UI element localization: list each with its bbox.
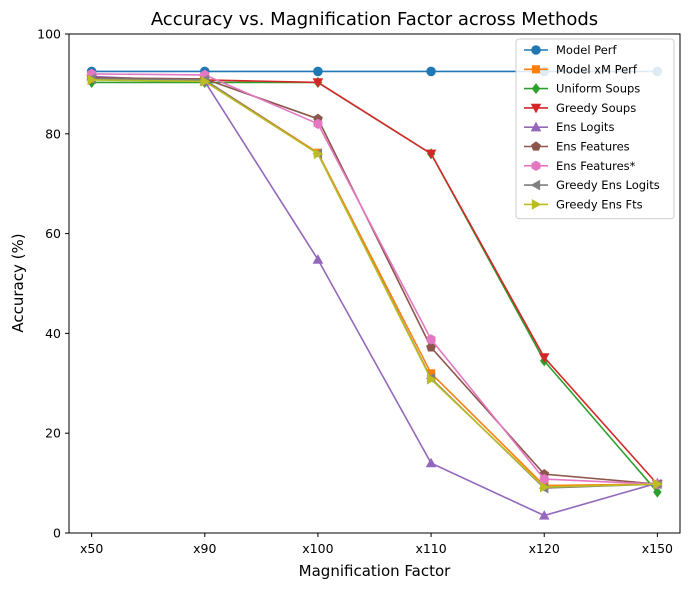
legend-box	[515, 38, 675, 220]
y-tick-label: 100	[37, 27, 61, 42]
y-tick-label: 80	[45, 126, 61, 141]
data-point	[426, 334, 436, 345]
series-line	[91, 79, 658, 488]
legend-marker	[530, 103, 542, 114]
legend-marker	[531, 45, 541, 55]
legend-label: Uniform Soups	[556, 82, 640, 96]
data-point	[426, 369, 436, 378]
legend-item-greedy-soups: Greedy Soups	[524, 101, 636, 115]
data-point	[425, 457, 437, 468]
legend-item-ens-features: Ens Features	[524, 140, 630, 154]
legend-label: Ens Features*	[556, 159, 636, 173]
data-point	[313, 66, 323, 77]
legend-label: Model xM Perf	[556, 62, 638, 76]
y-axis: 0 20 40 60 80 100	[37, 27, 69, 541]
legend-marker	[531, 83, 541, 95]
legend-label: Model Perf	[556, 43, 618, 57]
chart-title: Accuracy vs. Magnification Factor across…	[151, 9, 598, 30]
legend-marker	[531, 199, 542, 210]
legend-item-model-perf: Model Perf	[524, 43, 618, 57]
data-point	[426, 373, 437, 385]
x-axis-title: Magnification Factor	[299, 562, 451, 580]
data-point	[200, 76, 211, 87]
legend-marker	[530, 121, 542, 132]
data-point	[538, 353, 550, 363]
legend-marker	[531, 65, 541, 74]
x-tick-label: x150	[642, 541, 673, 556]
legend-label: Greedy Ens Fts	[556, 197, 643, 211]
series-greedy-ens-fts	[87, 74, 663, 493]
x-tick-label: x50	[80, 541, 103, 556]
legend-label: Ens Logits	[556, 120, 614, 134]
y-tick-label: 20	[45, 426, 61, 441]
legend-marker	[531, 141, 541, 151]
data-point	[312, 78, 324, 88]
data-point	[540, 481, 550, 493]
legend: Model Perf Model xM Perf Uniform Soups Gree…	[515, 38, 675, 220]
plot-area	[68, 33, 681, 534]
y-tick-label: 40	[45, 326, 61, 341]
plot-frame	[68, 33, 681, 534]
legend-marker	[531, 160, 541, 171]
legend-item-model-xm-perf: Model xM Perf	[524, 62, 638, 76]
legend-item-ens-features: Ens Features*	[524, 159, 636, 173]
data-point	[653, 478, 663, 490]
data-point	[426, 66, 436, 77]
legend-item-greedy-ens-fts: Greedy Ens Fts	[524, 197, 643, 211]
y-axis-title: Accuracy (%)	[9, 233, 27, 332]
x-tick-label: x120	[529, 541, 560, 556]
legend-marker	[530, 179, 541, 191]
legend-item-uniform-soups: Uniform Soups	[524, 82, 640, 96]
x-tick-label: x100	[302, 541, 333, 556]
x-tick-label: x110	[415, 541, 446, 556]
data-point	[313, 118, 323, 129]
series-line	[91, 73, 658, 485]
data-point	[87, 74, 98, 86]
y-tick-label: 60	[45, 226, 61, 241]
data-point	[425, 149, 437, 160]
data-point	[313, 148, 324, 160]
x-axis: x50 x90 x100 x110 x120 x150	[80, 533, 673, 556]
legend-label: Greedy Ens Logits	[556, 178, 660, 192]
legend-label: Greedy Soups	[556, 101, 636, 115]
x-tick-label: x90	[193, 541, 216, 556]
legend-label: Ens Features	[556, 140, 630, 154]
data-point	[539, 473, 549, 485]
legend-item-ens-logits: Ens Logits	[524, 120, 614, 134]
data-point	[538, 510, 550, 520]
data-point	[312, 254, 324, 264]
y-tick-label: 0	[53, 526, 61, 541]
data-point	[653, 486, 662, 498]
legend-item-greedy-ens-logits: Greedy Ens Logits	[524, 178, 660, 192]
